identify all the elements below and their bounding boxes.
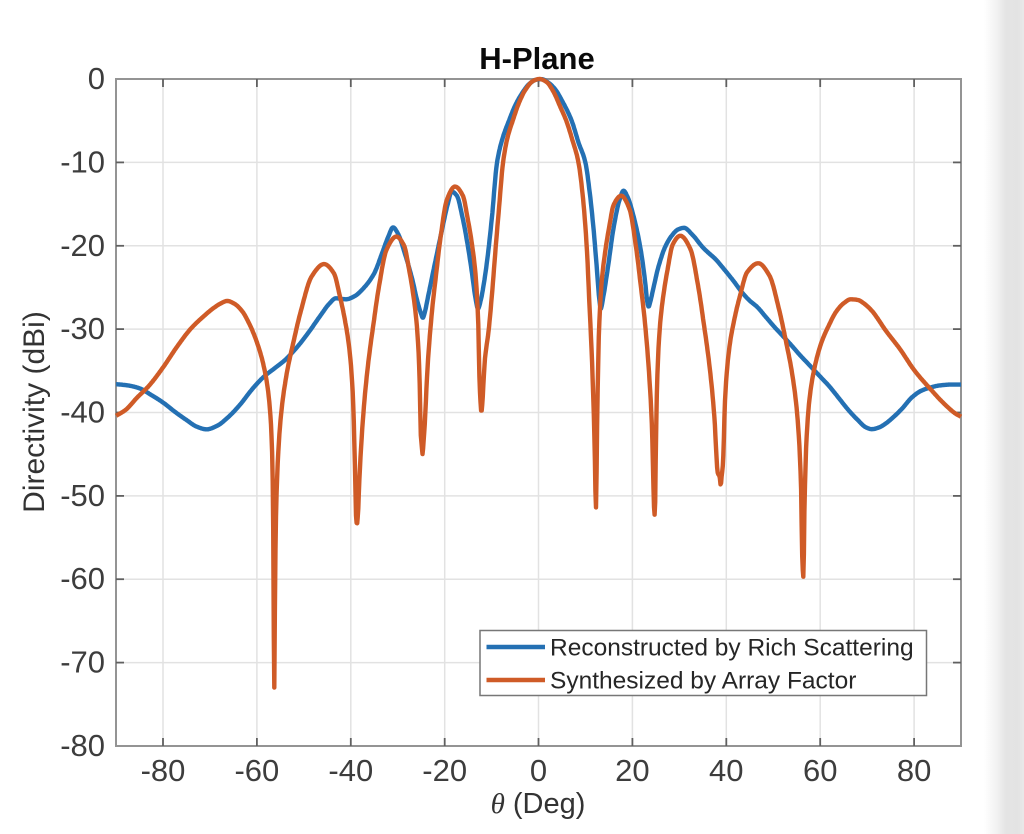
svg-text:0: 0 bbox=[530, 753, 547, 788]
svg-text:-50: -50 bbox=[60, 478, 105, 513]
svg-text:-10: -10 bbox=[60, 144, 105, 179]
svg-text:-70: -70 bbox=[60, 645, 105, 680]
svg-text:-80: -80 bbox=[141, 753, 186, 788]
svg-text:-40: -40 bbox=[60, 395, 105, 430]
svg-text:-80: -80 bbox=[60, 728, 105, 763]
svg-text:H-Plane: H-Plane bbox=[479, 41, 594, 76]
svg-text:40: 40 bbox=[709, 753, 743, 788]
svg-text:20: 20 bbox=[615, 753, 649, 788]
svg-text:-40: -40 bbox=[328, 753, 373, 788]
svg-text:0: 0 bbox=[88, 61, 105, 96]
svg-text:Synthesized by Array Factor: Synthesized by Array Factor bbox=[550, 668, 856, 695]
svg-text:-60: -60 bbox=[234, 753, 279, 788]
svg-text:Reconstructed by Rich Scatteri: Reconstructed by Rich Scattering bbox=[550, 635, 914, 662]
svg-text:-60: -60 bbox=[60, 561, 105, 596]
svg-text:80: 80 bbox=[897, 753, 931, 788]
svg-text:Directivity (dBi): Directivity (dBi) bbox=[18, 311, 51, 513]
svg-text:θ (Deg): θ (Deg) bbox=[491, 788, 586, 820]
svg-text:-30: -30 bbox=[60, 311, 105, 346]
svg-text:-20: -20 bbox=[422, 753, 467, 788]
svg-text:60: 60 bbox=[803, 753, 837, 788]
svg-text:-20: -20 bbox=[60, 228, 105, 263]
